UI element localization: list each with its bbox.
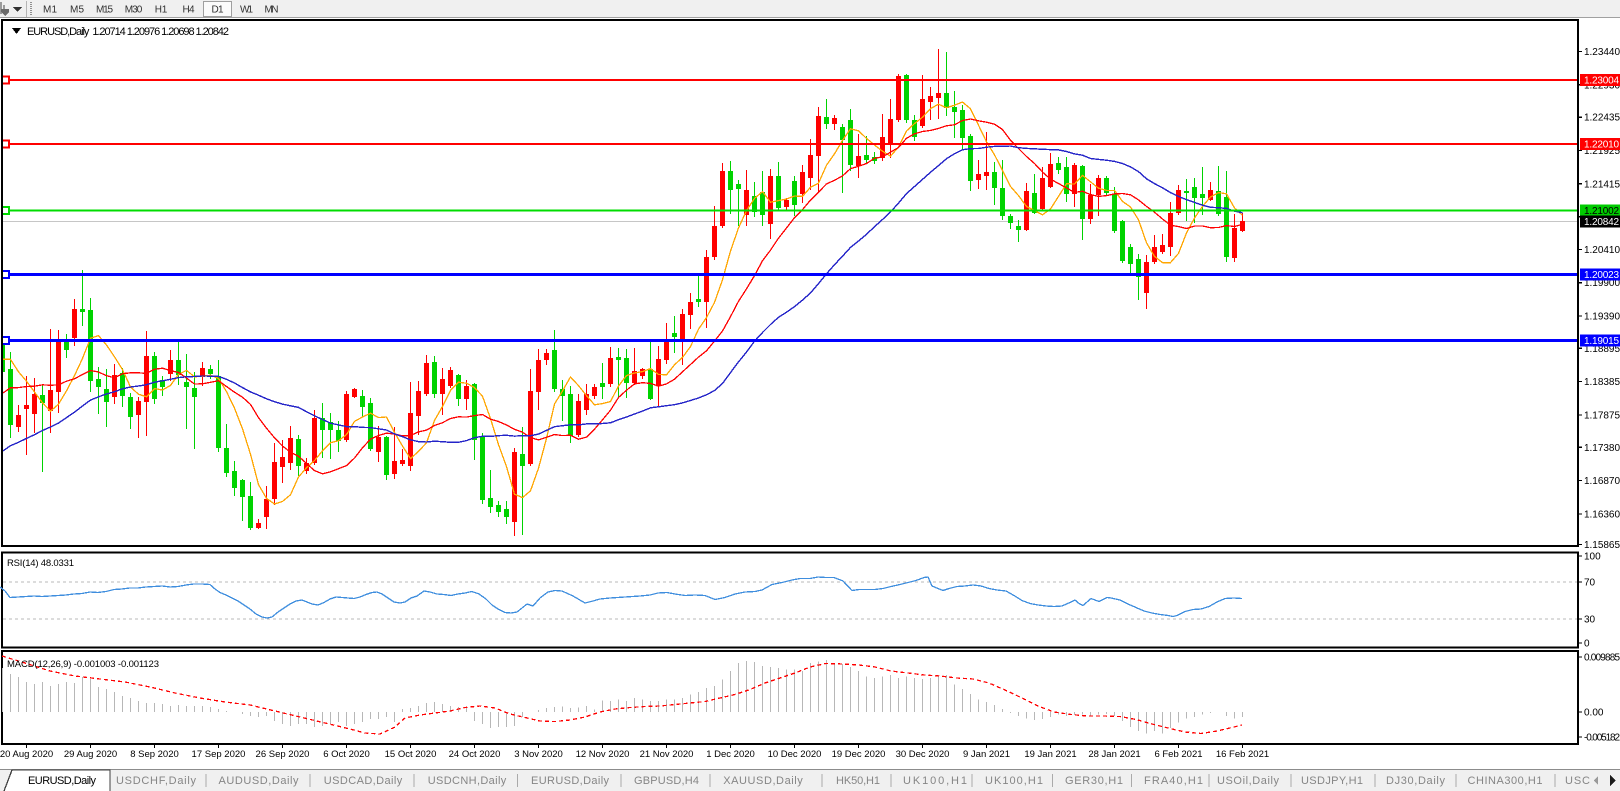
svg-text:1.22010: 1.22010	[1584, 140, 1619, 151]
svg-text:USDJPY,H1: USDJPY,H1	[1301, 775, 1363, 787]
svg-text:EURUSD,Daily: EURUSD,Daily	[28, 775, 97, 787]
svg-text:16 Feb 2021: 16 Feb 2021	[1216, 749, 1269, 760]
svg-text:10 Dec 2020: 10 Dec 2020	[768, 749, 822, 760]
svg-text:1.15865: 1.15865	[1584, 540, 1620, 551]
svg-text:AUDUSD,Daily: AUDUSD,Daily	[219, 775, 300, 787]
svg-text:28 Jan 2021: 28 Jan 2021	[1088, 749, 1140, 760]
svg-text:1.22930: 1.22930	[1584, 80, 1620, 91]
svg-text:1.22435: 1.22435	[1584, 113, 1620, 124]
svg-text:GBPUSD,H4: GBPUSD,H4	[634, 775, 699, 787]
svg-text:1.18895: 1.18895	[1584, 344, 1620, 355]
svg-text:0.00: 0.00	[1584, 708, 1604, 719]
svg-text:1.16870: 1.16870	[1584, 476, 1620, 487]
svg-text:19 Jan 2021: 19 Jan 2021	[1024, 749, 1076, 760]
svg-text:9 Jan 2021: 9 Jan 2021	[963, 749, 1010, 760]
svg-text:21 Nov 2020: 21 Nov 2020	[640, 749, 694, 760]
svg-text:UK100,H1: UK100,H1	[903, 775, 967, 787]
svg-text:1.21002: 1.21002	[1584, 206, 1619, 217]
svg-text:CHINA300,H1: CHINA300,H1	[1468, 775, 1543, 787]
svg-text:MACD(12,26,9) -0.001003 -0.001: MACD(12,26,9) -0.001003 -0.001123	[7, 659, 159, 670]
svg-text:USDCAD,Daily: USDCAD,Daily	[324, 775, 403, 787]
svg-text:XAUUSD,Daily: XAUUSD,Daily	[723, 775, 803, 787]
svg-text:0.009885: 0.009885	[1584, 653, 1620, 664]
svg-text:USOil,Daily: USOil,Daily	[1217, 775, 1280, 787]
svg-text:12 Nov 2020: 12 Nov 2020	[576, 749, 630, 760]
svg-text:M1: M1	[43, 5, 57, 16]
svg-text:1.23004: 1.23004	[1584, 76, 1619, 87]
svg-text:MN: MN	[265, 5, 279, 16]
svg-text:26 Sep 2020: 26 Sep 2020	[256, 749, 310, 760]
svg-text:30 Dec 2020: 30 Dec 2020	[896, 749, 950, 760]
svg-text:15 Oct 2020: 15 Oct 2020	[385, 749, 437, 760]
svg-text:1.19900: 1.19900	[1584, 278, 1620, 289]
svg-text:1.19390: 1.19390	[1584, 312, 1620, 323]
svg-text:USDCNH,Daily: USDCNH,Daily	[428, 775, 507, 787]
svg-text:GER30,H1: GER30,H1	[1065, 775, 1123, 787]
svg-text:1.18385: 1.18385	[1584, 377, 1620, 388]
svg-text:D1: D1	[212, 5, 224, 16]
svg-text:H1: H1	[155, 5, 168, 16]
svg-text:1.20410: 1.20410	[1584, 245, 1620, 256]
svg-text:DJ30,Daily: DJ30,Daily	[1386, 775, 1446, 787]
svg-text:-0.005182: -0.005182	[1584, 733, 1620, 744]
svg-text:3 Nov 2020: 3 Nov 2020	[514, 749, 563, 760]
svg-text:70: 70	[1584, 578, 1596, 589]
svg-text:1.20842: 1.20842	[1584, 217, 1619, 228]
svg-text:UK100,H1: UK100,H1	[985, 775, 1043, 787]
svg-text:1.21415: 1.21415	[1584, 179, 1620, 190]
svg-text:19 Dec 2020: 19 Dec 2020	[832, 749, 886, 760]
svg-text:8 Sep 2020: 8 Sep 2020	[130, 749, 179, 760]
svg-text:EURUSD,Daily 1.20714 1.20976: EURUSD,Daily 1.20714 1.20976 1.20698 1.2…	[27, 26, 229, 38]
svg-text:30: 30	[1584, 615, 1596, 626]
svg-text:20 Aug 2020: 20 Aug 2020	[0, 749, 53, 760]
svg-text:M5: M5	[70, 5, 84, 16]
svg-text:W1: W1	[240, 5, 253, 16]
svg-text:17 Sep 2020: 17 Sep 2020	[192, 749, 246, 760]
svg-text:USC: USC	[1565, 775, 1590, 787]
svg-text:EURUSD,Daily: EURUSD,Daily	[531, 775, 610, 787]
svg-text:M15: M15	[96, 5, 113, 16]
svg-text:H4: H4	[183, 5, 195, 16]
svg-text:RSI(14) 48.0331: RSI(14) 48.0331	[7, 558, 74, 569]
svg-text:1 Dec 2020: 1 Dec 2020	[706, 749, 755, 760]
svg-text:1.23440: 1.23440	[1584, 47, 1620, 58]
svg-text:FRA40,H1: FRA40,H1	[1144, 775, 1203, 787]
svg-text:1.21925: 1.21925	[1584, 146, 1620, 157]
svg-text:1.20023: 1.20023	[1584, 270, 1619, 281]
svg-text:100: 100	[1584, 552, 1601, 563]
svg-text:1.19015: 1.19015	[1584, 336, 1619, 347]
svg-text:24 Oct 2020: 24 Oct 2020	[449, 749, 501, 760]
svg-text:6 Feb 2021: 6 Feb 2021	[1154, 749, 1202, 760]
svg-text:29 Aug 2020: 29 Aug 2020	[64, 749, 117, 760]
svg-text:HK50,H1: HK50,H1	[836, 775, 880, 787]
svg-text:0: 0	[1584, 639, 1590, 650]
svg-text:1.16360: 1.16360	[1584, 509, 1620, 520]
svg-text:M30: M30	[125, 5, 143, 16]
svg-text:6 Oct 2020: 6 Oct 2020	[323, 749, 369, 760]
svg-text:USDCHF,Daily: USDCHF,Daily	[116, 775, 197, 787]
svg-text:1.17875: 1.17875	[1584, 410, 1620, 421]
svg-text:1.17380: 1.17380	[1584, 443, 1620, 454]
